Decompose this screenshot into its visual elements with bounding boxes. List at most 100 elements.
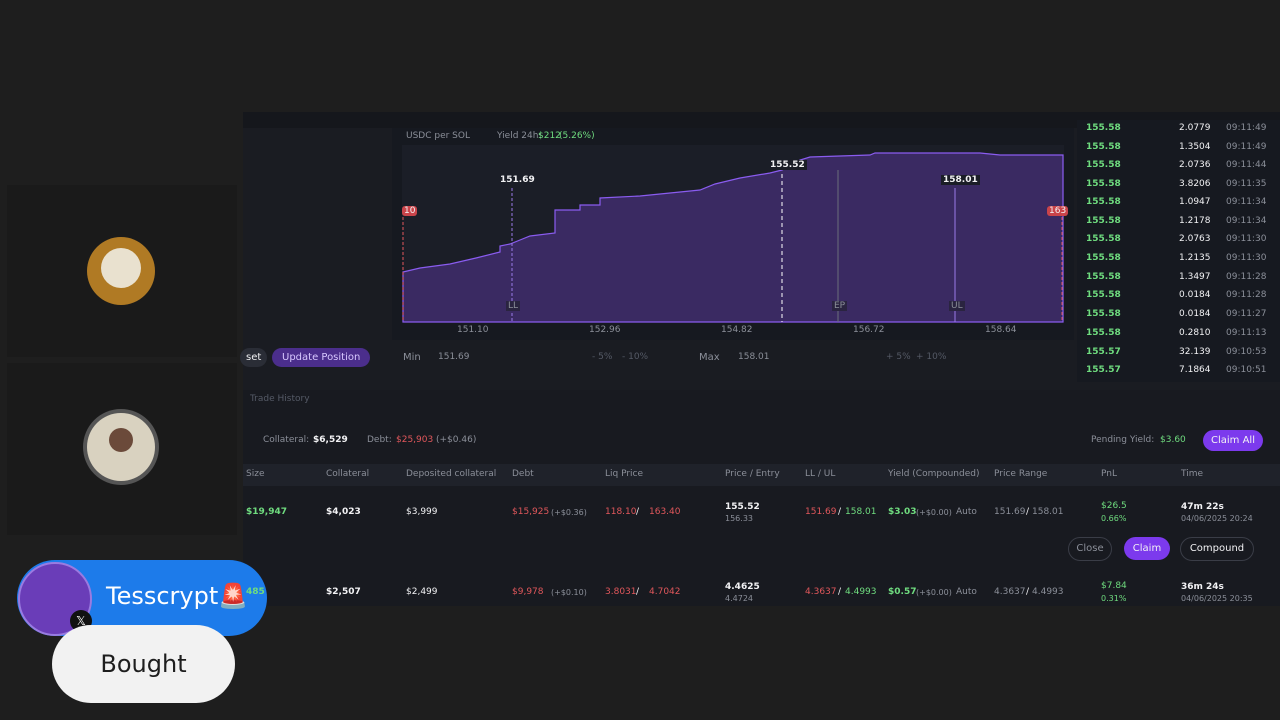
trade-time: 09:11:49 <box>1226 123 1267 133</box>
date: 04/06/2025 20:35 <box>1181 594 1253 603</box>
price: 155.52 <box>725 502 760 512</box>
separator: / <box>838 587 842 597</box>
column-header: Debt <box>512 469 534 479</box>
trade-time: 09:11:28 <box>1226 272 1267 282</box>
price-marker: 155.52 <box>768 160 807 170</box>
header-row <box>243 464 1280 486</box>
deposited: $3,999 <box>406 507 438 517</box>
trade-time: 09:11:49 <box>1226 142 1267 152</box>
trade-size: 0.0184 <box>1179 309 1211 319</box>
column-header: PnL <box>1101 469 1117 479</box>
trade-price: 155.58 <box>1086 253 1121 263</box>
avatar-2-face <box>109 428 133 452</box>
claim-all[interactable]: Claim All <box>1203 430 1263 451</box>
trade-price: 155.58 <box>1086 234 1121 244</box>
top-bar <box>243 112 1280 128</box>
line-label: LL <box>506 301 521 311</box>
range-high: 4.4993 <box>1032 587 1064 597</box>
trade-time: 09:11:30 <box>1226 234 1267 244</box>
column-header: Liq Price <box>605 469 644 479</box>
reset-button[interactable]: set <box>240 348 268 367</box>
trade-price: 155.58 <box>1086 160 1121 170</box>
trade-size: 1.3504 <box>1179 142 1211 152</box>
pair-label: USDC per SOL <box>406 131 470 141</box>
pnl: $7.84 <box>1101 581 1127 591</box>
liq-high: 4.7042 <box>649 587 681 597</box>
tab[interactable]: Trade History <box>250 394 310 404</box>
trade-size: 3.8206 <box>1179 179 1211 189</box>
x-label: 156.72 <box>853 325 885 335</box>
trade-price: 155.58 <box>1086 179 1121 189</box>
yield-change: (+$0.00) <box>916 508 952 517</box>
pnl-pct: 0.66% <box>1101 514 1127 523</box>
debt: $15,925 <box>512 507 550 517</box>
ll: 151.69 <box>805 507 837 517</box>
trade-size: 1.2178 <box>1179 216 1211 226</box>
close-button[interactable]: Close <box>1068 537 1112 561</box>
trade-time: 09:11:13 <box>1226 328 1267 338</box>
date: 04/06/2025 20:24 <box>1181 514 1253 523</box>
x-label: 154.82 <box>721 325 753 335</box>
trade-size: 1.0947 <box>1179 197 1211 207</box>
yield-value: $212 <box>538 131 561 141</box>
debt-label: Debt: <box>367 435 392 445</box>
separator: / <box>1026 587 1030 597</box>
trade-size: 2.0763 <box>1179 234 1211 244</box>
debt-change: (+$0.10) <box>551 588 587 597</box>
mode: Auto <box>956 507 977 517</box>
trade-price: 155.57 <box>1086 347 1121 357</box>
claim-button[interactable]: Claim <box>1124 537 1170 560</box>
range-edge-label: 163 <box>1047 206 1069 216</box>
trade-time: 09:10:51 <box>1226 365 1267 375</box>
compound-button[interactable]: Compound <box>1180 537 1254 561</box>
liquidity-area <box>402 152 1064 323</box>
column-header: LL / UL <box>805 469 836 479</box>
debt-value: $25,903 <box>396 435 434 445</box>
trade-size: 2.0779 <box>1179 123 1211 133</box>
trade-time: 09:11:35 <box>1226 179 1267 189</box>
price: 4.4625 <box>725 582 760 592</box>
range-edge-label: 10 <box>402 206 418 216</box>
yield: $3.03 <box>888 507 917 517</box>
time: 36m 24s <box>1181 582 1224 592</box>
collateral: $2,507 <box>326 587 361 597</box>
entry: 4.4724 <box>725 594 753 603</box>
trade-size: 0.2810 <box>1179 328 1211 338</box>
x-label: 151.10 <box>457 325 489 335</box>
yield-pct: (5.26%) <box>559 131 595 141</box>
chip[interactable]: + 10% <box>916 352 947 362</box>
mode: Auto <box>956 587 977 597</box>
ul: 4.4993 <box>845 587 877 597</box>
trade-size: 1.3497 <box>1179 272 1211 282</box>
pending-value: $3.60 <box>1160 435 1186 445</box>
separator: / <box>636 587 640 597</box>
price-marker: 151.69 <box>498 175 537 185</box>
column-header: Collateral <box>326 469 370 479</box>
x-label: 158.64 <box>985 325 1017 335</box>
trade-time: 09:11:34 <box>1226 216 1267 226</box>
pnl: $26.5 <box>1101 501 1127 511</box>
range-low: 4.3637 <box>994 587 1026 597</box>
size: $19,947 <box>246 507 287 517</box>
avatar-1-face <box>101 248 141 288</box>
entry: 156.33 <box>725 514 753 523</box>
separator: / <box>636 507 640 517</box>
liq-low: 118.10 <box>605 507 637 517</box>
action-pill: Bought <box>52 625 235 703</box>
trade-price: 155.58 <box>1086 142 1121 152</box>
debt-change: (+$0.36) <box>551 508 587 517</box>
yield-change: (+$0.00) <box>916 588 952 597</box>
separator: / <box>1026 507 1030 517</box>
ll: 4.3637 <box>805 587 837 597</box>
trade-price: 155.57 <box>1086 365 1121 375</box>
trade-price: 155.58 <box>1086 197 1121 207</box>
trade-size: 1.2135 <box>1179 253 1211 263</box>
max-label: Max <box>699 352 720 363</box>
deposited: $2,499 <box>406 587 438 597</box>
chip[interactable]: + 5% <box>886 352 911 362</box>
chip[interactable]: - 5% <box>592 352 613 362</box>
liq-high: 163.40 <box>649 507 681 517</box>
update-button[interactable]: Update Position <box>272 348 371 367</box>
chip[interactable]: - 10% <box>622 352 649 362</box>
